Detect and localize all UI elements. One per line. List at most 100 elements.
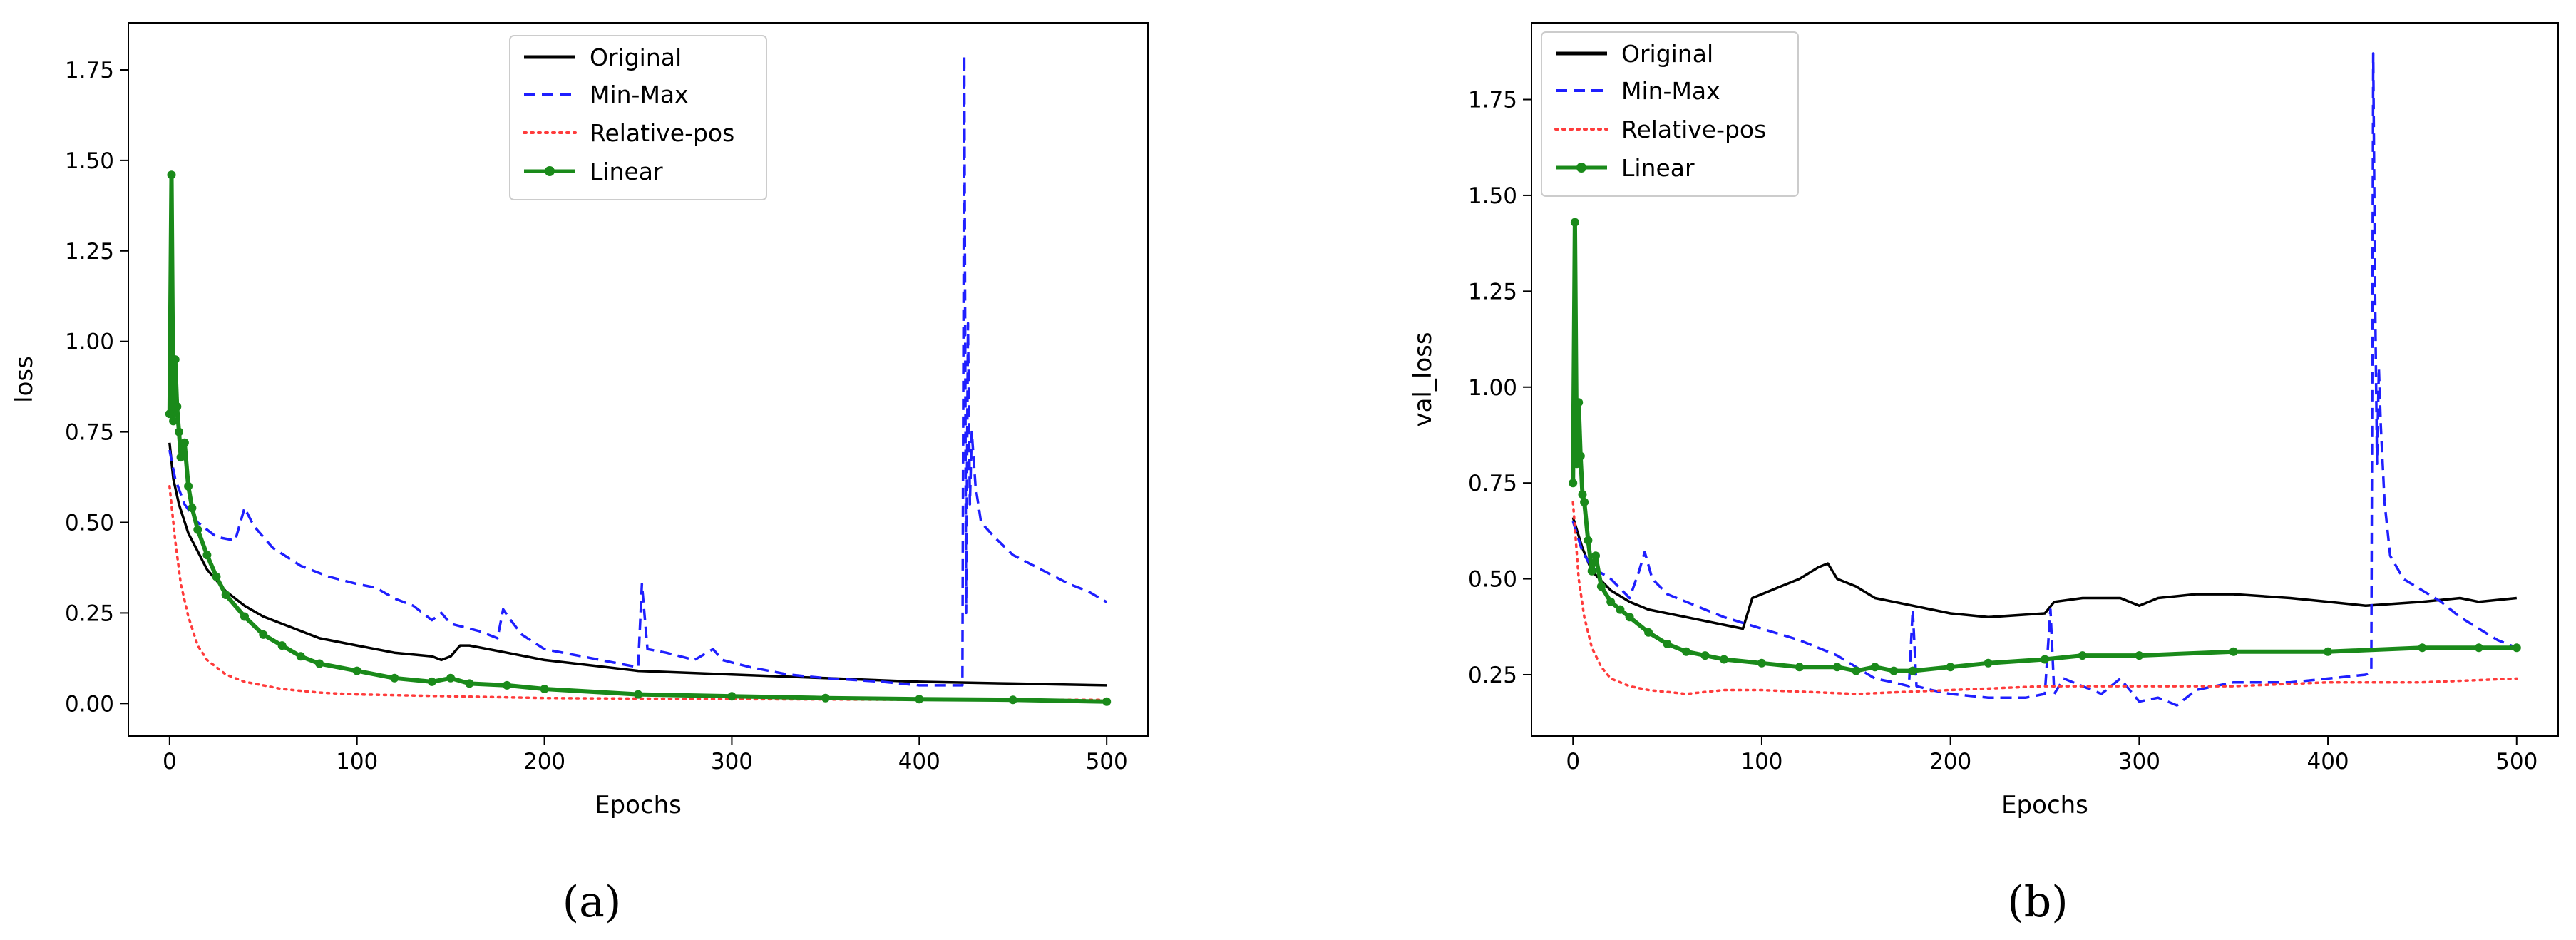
data-point — [1700, 651, 1710, 660]
y-tick-label: 1.50 — [1468, 183, 1517, 209]
data-point — [465, 679, 474, 688]
data-point — [180, 438, 189, 447]
data-point — [1946, 663, 1955, 672]
series-line-original — [168, 442, 1107, 687]
series-line-relative-pos — [1571, 501, 2518, 695]
legend-entry-linear: Linear — [524, 158, 663, 185]
x-tick-label: 200 — [523, 749, 565, 775]
y-tick-label: 1.25 — [1468, 279, 1517, 305]
x-axis-label: Epochs — [595, 791, 682, 819]
series-markers-linear — [1569, 218, 2521, 675]
x-axis-label: Epochs — [2001, 791, 2088, 819]
legend-entry-linear: Linear — [1556, 154, 1695, 182]
legend-label: Linear — [1621, 154, 1695, 182]
x-tick-label: 100 — [336, 749, 378, 775]
data-point — [1757, 658, 1766, 668]
series-line-relative-pos — [168, 484, 1108, 701]
data-point — [296, 652, 305, 661]
x-tick-label: 300 — [711, 749, 753, 775]
data-point — [352, 666, 361, 675]
data-point — [1625, 613, 1634, 622]
data-point — [1578, 490, 1587, 499]
y-tick-label: 1.75 — [1468, 88, 1517, 113]
series-group-b — [1569, 52, 2521, 707]
data-point — [634, 690, 642, 699]
y-tick-label: 1.75 — [65, 58, 114, 83]
data-point — [1102, 697, 1112, 706]
legend-entry-min-max: Min-Max — [1556, 77, 1720, 105]
data-point — [170, 355, 180, 364]
y-tick-label: 1.00 — [65, 329, 114, 355]
data-point — [184, 481, 193, 491]
legend-label: Original — [1621, 40, 1713, 68]
data-point — [503, 680, 511, 690]
data-point — [1008, 695, 1017, 705]
data-point — [2324, 647, 2333, 656]
data-point — [2418, 643, 2427, 653]
data-point — [1682, 647, 1691, 656]
legend-marker — [1576, 163, 1586, 173]
data-point — [165, 409, 174, 419]
series-line-min-max — [168, 53, 1108, 687]
data-point — [2512, 643, 2521, 653]
data-point — [915, 695, 924, 704]
data-point — [167, 170, 176, 180]
data-point — [240, 612, 249, 621]
chart-panel-a: 0 100 200 300 400 500 0.00 0.25 0.50 0.75 1.00 1.25… — [10, 22, 1149, 927]
legend-b: Original Min-Max Relative-pos Linear — [1541, 31, 1799, 197]
data-point — [1889, 666, 1899, 675]
plot-area-a: 0 100 200 300 400 500 0.00 0.25 0.50 0.75 1.00 1.25… — [65, 22, 1149, 775]
x-tick-label: 500 — [2495, 749, 2537, 775]
y-tick-label: 0.25 — [1468, 663, 1517, 688]
tick-group-a: 0 100 200 300 400 500 0.00 0.25 0.50 0.75 1.00 1.25… — [65, 58, 1128, 775]
legend-frame — [1541, 31, 1799, 197]
data-point — [2041, 655, 2049, 664]
data-point — [1663, 640, 1672, 648]
data-point — [188, 504, 197, 513]
legend-label: Min-Max — [1621, 77, 1720, 105]
data-point — [446, 673, 456, 683]
data-point — [277, 641, 287, 650]
axes-frame-a — [128, 22, 1149, 737]
data-point — [1576, 451, 1585, 461]
series-group-a — [165, 53, 1112, 706]
x-tick-label: 100 — [1740, 749, 1782, 775]
legend-entry-min-max: Min-Max — [524, 81, 689, 108]
data-point — [173, 402, 182, 412]
legend-label: Linear — [590, 158, 663, 185]
data-point — [1574, 398, 1584, 407]
legend-label: Relative-pos — [1621, 116, 1766, 143]
legend-label: Relative-pos — [590, 119, 734, 147]
tick-group-b: 0 100 200 300 400 500 0.25 0.50 0.75 1.00 1.25 1.50… — [1468, 88, 2537, 775]
y-tick-label: 1.25 — [65, 239, 114, 265]
data-point — [390, 673, 399, 683]
data-point — [212, 572, 221, 581]
data-point — [1908, 666, 1917, 675]
y-axis-label: loss — [10, 356, 39, 403]
data-point — [427, 677, 436, 686]
data-point — [727, 692, 737, 701]
data-point — [315, 659, 324, 668]
x-tick-label: 500 — [1086, 749, 1128, 775]
series-markers-linear — [165, 170, 1112, 706]
data-point — [175, 427, 183, 436]
plot-area-b: 0 100 200 300 400 500 0.25 0.50 0.75 1.00 1.25 1.50… — [1468, 22, 2559, 775]
y-tick-label: 1.50 — [65, 148, 114, 174]
legend-frame — [509, 35, 767, 200]
data-point — [1616, 605, 1625, 614]
data-point — [1852, 666, 1861, 675]
legend-label: Min-Max — [590, 81, 689, 108]
data-point — [1572, 459, 1581, 469]
y-tick-label: 0.00 — [65, 691, 114, 717]
chart-panel-b: 0 100 200 300 400 500 0.25 0.50 0.75 1.00 1.25 1.50… — [1409, 22, 2559, 927]
x-tick-label: 0 — [163, 749, 177, 775]
data-point — [259, 630, 268, 639]
legend-entry-relative-pos: Relative-pos — [523, 119, 734, 147]
data-point — [1795, 663, 1804, 672]
data-point — [1644, 628, 1653, 637]
data-point — [2474, 643, 2483, 653]
data-point — [176, 453, 185, 462]
legend-marker — [545, 166, 555, 176]
legend-a: Original Min-Max Relative-pos Linear — [509, 35, 767, 200]
